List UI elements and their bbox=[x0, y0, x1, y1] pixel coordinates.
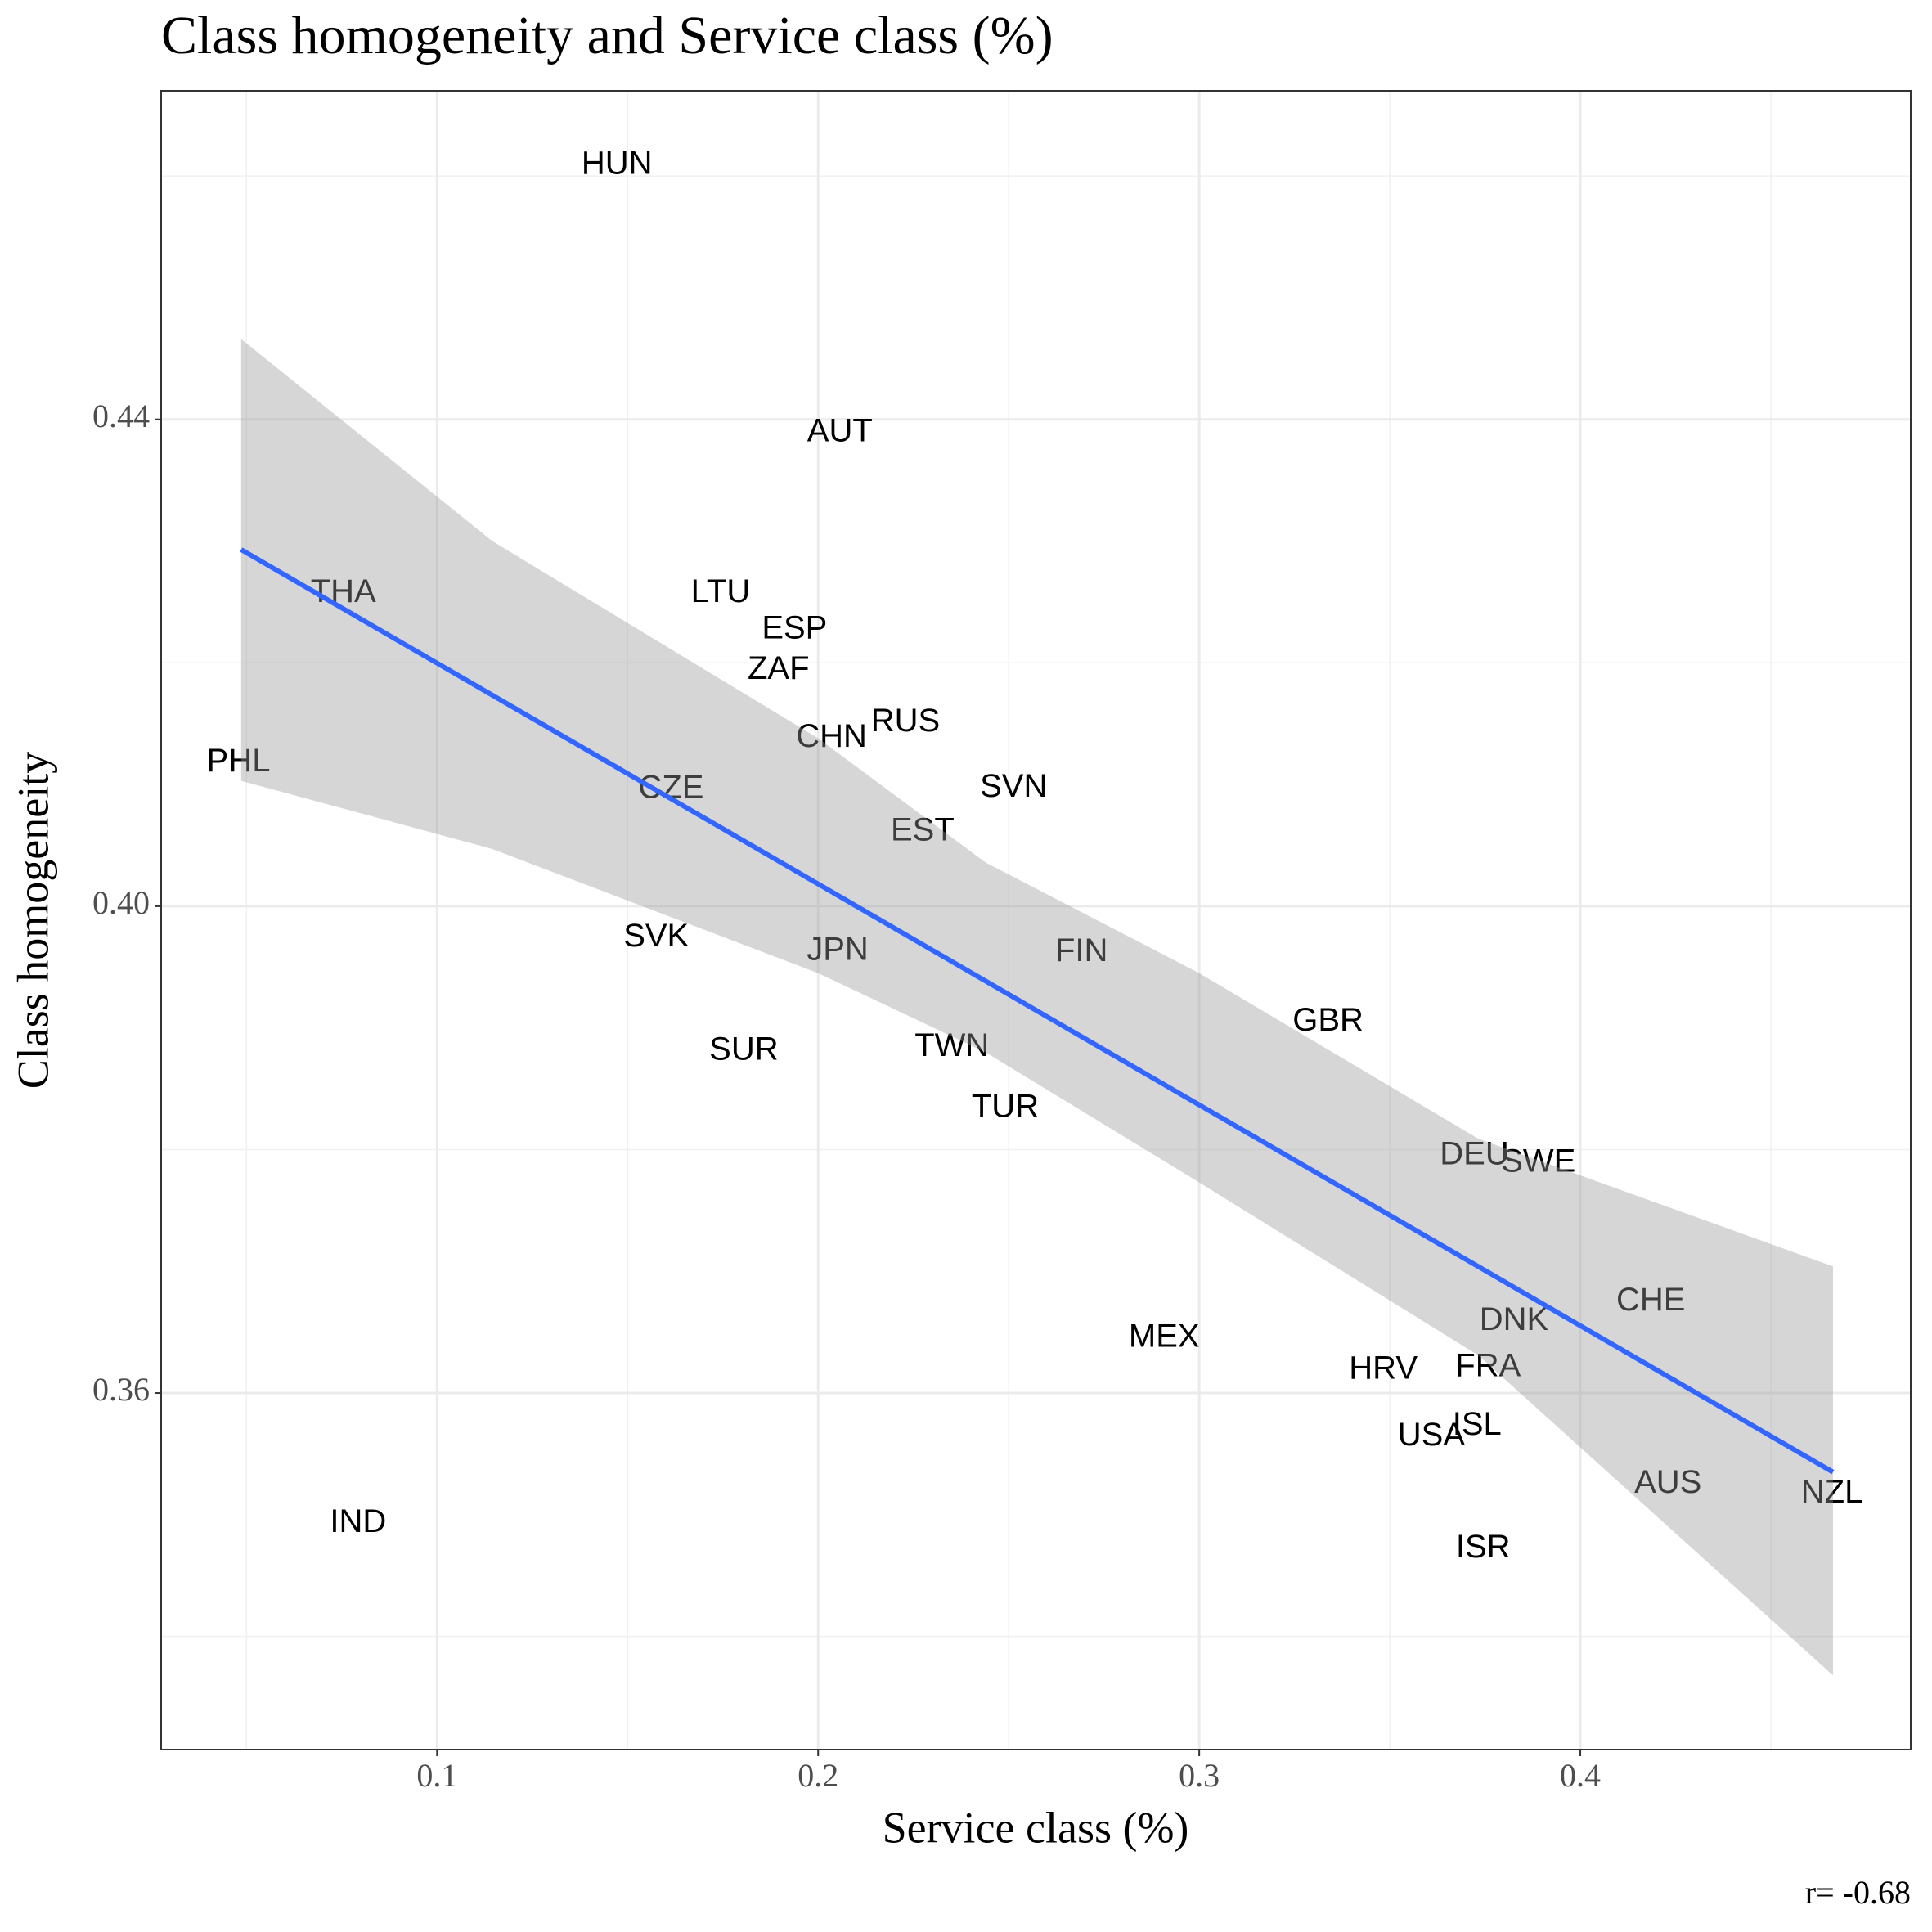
annotation: r= -0.68 bbox=[1805, 1874, 1911, 1911]
point-label: EST bbox=[891, 812, 955, 848]
x-tick-label: 0.3 bbox=[1179, 1757, 1220, 1794]
point-label: USA bbox=[1398, 1417, 1466, 1453]
point-label: ISL bbox=[1453, 1406, 1502, 1442]
point-label: TUR bbox=[972, 1088, 1039, 1124]
point-label: SVN bbox=[980, 768, 1047, 804]
point-label: CHE bbox=[1616, 1282, 1685, 1318]
point-label: ESP bbox=[762, 610, 827, 646]
point-label: PHL bbox=[207, 743, 271, 779]
point-label: AUS bbox=[1634, 1464, 1701, 1500]
point-label: ISR bbox=[1456, 1529, 1511, 1565]
y-tick-label: 0.40 bbox=[92, 884, 150, 921]
point-label: RUS bbox=[871, 703, 940, 739]
x-axis-label: Service class (%) bbox=[883, 1803, 1189, 1852]
point-label: IND bbox=[330, 1503, 386, 1539]
point-label: THA bbox=[311, 573, 376, 609]
point-label: FRA bbox=[1455, 1347, 1521, 1383]
point-label: FIN bbox=[1055, 932, 1108, 968]
y-tick-label: 0.44 bbox=[92, 398, 150, 434]
y-axis-label: Class homogeneity bbox=[8, 752, 57, 1089]
point-label: DEU bbox=[1440, 1135, 1508, 1171]
plot-border bbox=[160, 90, 1912, 1750]
point-label: ZAF bbox=[748, 650, 810, 686]
point-label: HUN bbox=[582, 145, 653, 181]
point-label: SVK bbox=[623, 918, 689, 954]
point-label: CHN bbox=[796, 718, 867, 754]
fit-line bbox=[240, 547, 1835, 1475]
chart-title: Class homogeneity and Service class (%) bbox=[161, 6, 1054, 65]
point-label: LTU bbox=[691, 573, 751, 609]
point-label: MEX bbox=[1129, 1319, 1200, 1355]
x-tick-label: 0.1 bbox=[416, 1757, 457, 1794]
point-label: NZL bbox=[1801, 1474, 1863, 1510]
x-tick-label: 0.2 bbox=[798, 1757, 838, 1794]
y-tick-label: 0.36 bbox=[92, 1371, 150, 1408]
point-label: SWE bbox=[1501, 1143, 1575, 1179]
point-label: DNK bbox=[1480, 1301, 1549, 1337]
point-label: GBR bbox=[1292, 1002, 1364, 1038]
point-label: AUT bbox=[807, 413, 873, 449]
x-tick-label: 0.4 bbox=[1560, 1757, 1601, 1794]
point-label: JPN bbox=[806, 932, 869, 968]
confidence-band bbox=[240, 339, 1833, 1676]
point-label: HRV bbox=[1349, 1350, 1418, 1386]
point-label: TWN bbox=[914, 1027, 989, 1063]
point-label: SUR bbox=[709, 1031, 778, 1067]
